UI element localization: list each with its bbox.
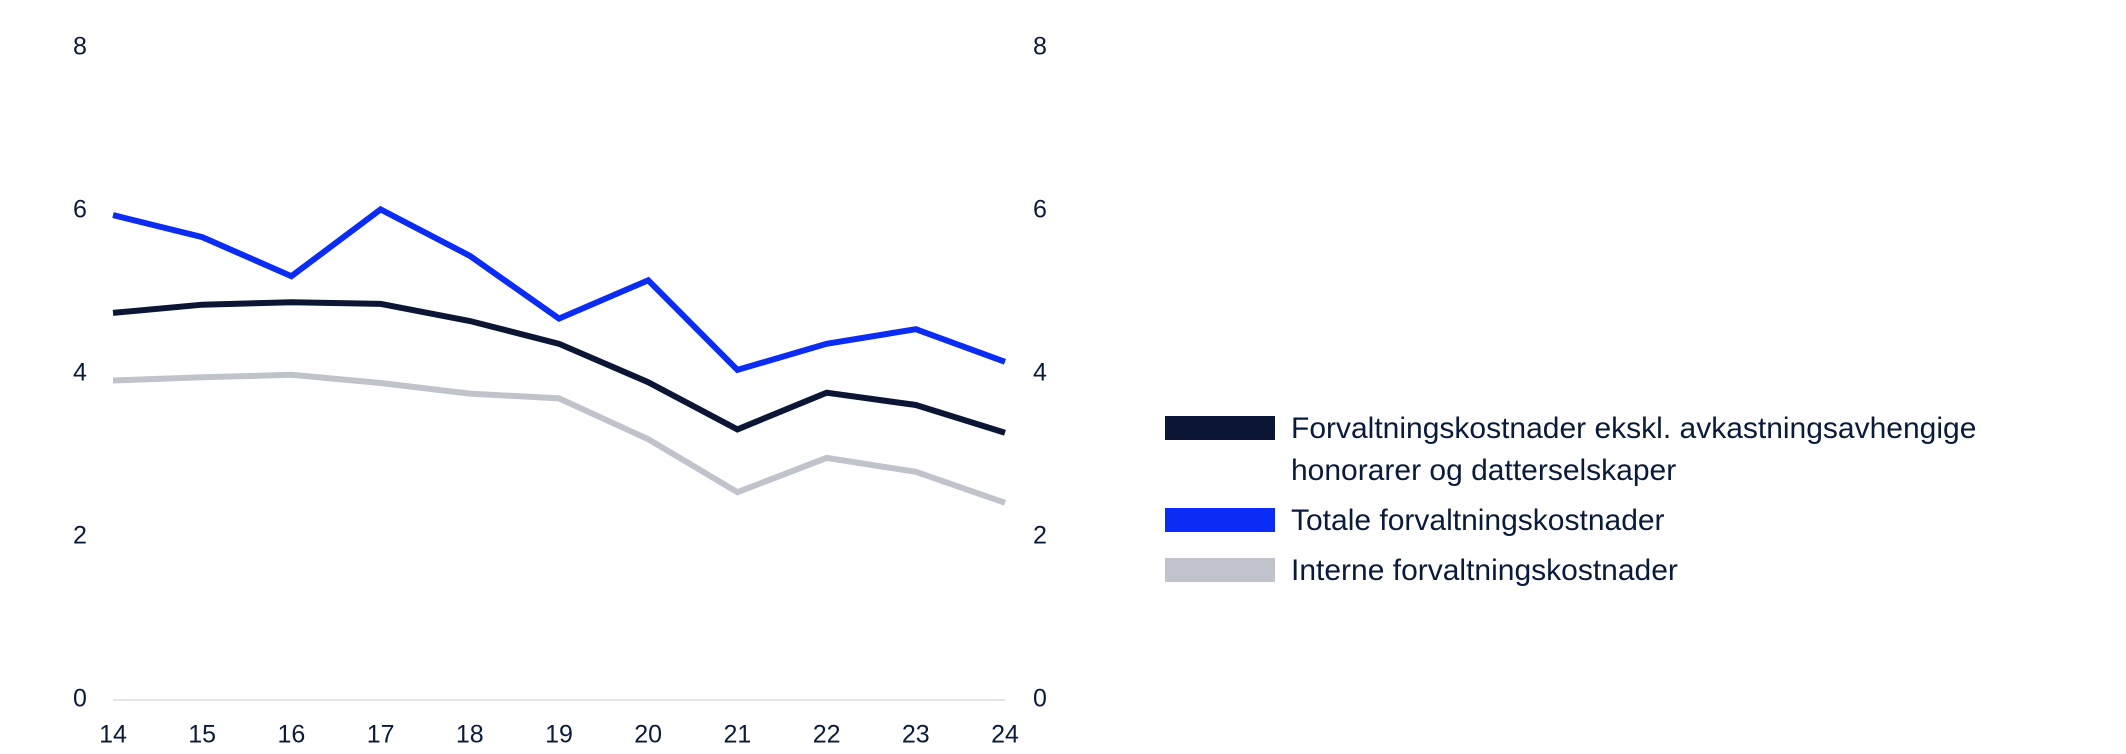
legend-item-series-3: Interne forvaltningskostnader bbox=[1165, 550, 2065, 592]
x-tick-label: 18 bbox=[456, 721, 484, 749]
x-tick-label: 14 bbox=[99, 721, 127, 749]
legend: Forvaltningskostnader ekskl. avkastnings… bbox=[1165, 408, 2065, 600]
x-tick-label: 16 bbox=[277, 721, 305, 749]
series-line-3 bbox=[112, 371, 1006, 506]
left-y-tick-label: 6 bbox=[73, 196, 87, 224]
legend-label-series-3: Interne forvaltningskostnader bbox=[1291, 554, 1678, 587]
x-tick-label: 23 bbox=[902, 721, 930, 749]
legend-label-series-2: Totale forvaltningskostnader bbox=[1291, 504, 1665, 537]
legend-item-series-1: Forvaltningskostnader ekskl. avkastnings… bbox=[1165, 408, 2065, 492]
x-tick-label: 21 bbox=[723, 721, 751, 749]
legend-swatch-series-3 bbox=[1165, 558, 1275, 582]
x-tick-label: 20 bbox=[634, 721, 662, 749]
x-axis: 14 15 16 17 18 19 20 21 22 23 24 bbox=[99, 721, 1019, 749]
x-tick-label: 17 bbox=[367, 721, 395, 749]
right-y-tick-label: 2 bbox=[1033, 522, 1047, 550]
left-y-tick-label: 8 bbox=[73, 33, 87, 61]
legend-swatch-series-2 bbox=[1165, 508, 1275, 532]
legend-swatch-series-1 bbox=[1165, 416, 1275, 440]
left-y-tick-label: 4 bbox=[73, 359, 87, 387]
right-y-tick-label: 6 bbox=[1033, 196, 1047, 224]
right-y-tick-label: 4 bbox=[1033, 359, 1047, 387]
legend-item-series-2: Totale forvaltningskostnader bbox=[1165, 500, 2065, 542]
right-y-tick-label: 8 bbox=[1033, 33, 1047, 61]
right-y-axis: 0 2 4 6 8 bbox=[1033, 33, 1047, 713]
series-line-1 bbox=[112, 299, 1006, 436]
left-y-tick-label: 0 bbox=[73, 685, 87, 713]
x-tick-label: 22 bbox=[813, 721, 841, 749]
right-y-tick-label: 0 bbox=[1033, 685, 1047, 713]
legend-label-series-1: Forvaltningskostnader ekskl. avkastnings… bbox=[1291, 412, 1977, 487]
x-tick-label: 15 bbox=[188, 721, 216, 749]
left-y-axis: 0 2 4 6 8 bbox=[73, 33, 87, 713]
series-lines bbox=[112, 205, 1007, 506]
x-tick-label: 19 bbox=[545, 721, 573, 749]
left-y-tick-label: 2 bbox=[73, 522, 87, 550]
series-line-2 bbox=[112, 205, 1007, 374]
x-tick-label: 24 bbox=[991, 721, 1019, 749]
